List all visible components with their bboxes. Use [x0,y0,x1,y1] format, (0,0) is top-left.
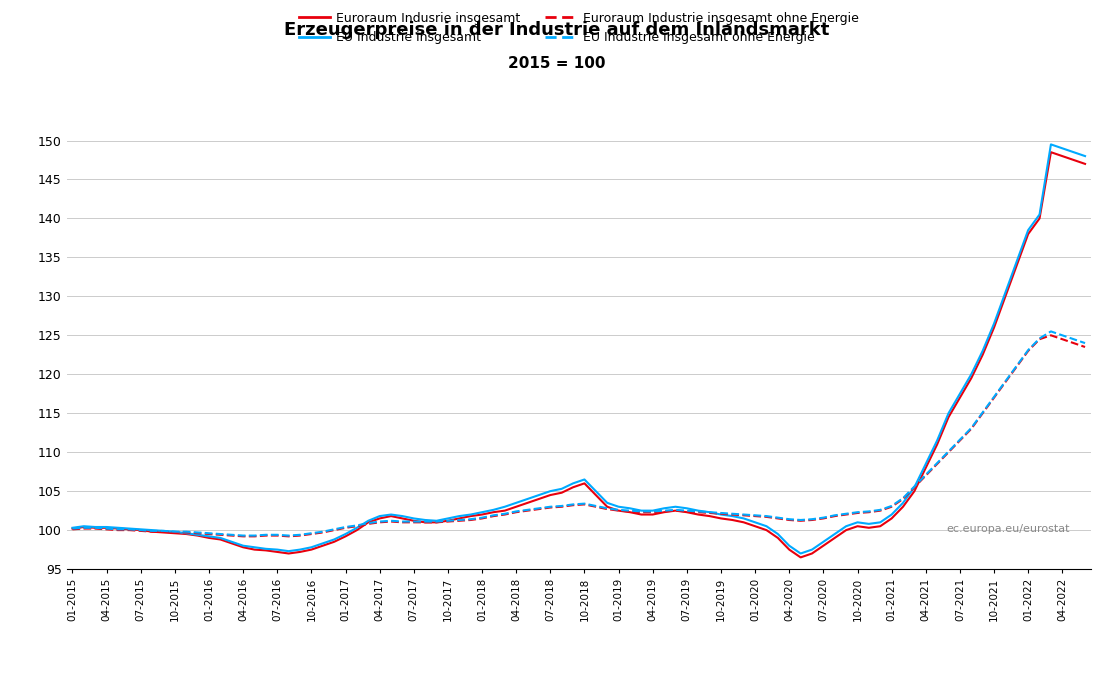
Text: ec.europa.eu/eurostat: ec.europa.eu/eurostat [947,523,1071,534]
Text: 2015 = 100: 2015 = 100 [508,56,605,71]
Text: Erzeugerpreise in der Industrie auf dem Inlandsmarkt: Erzeugerpreise in der Industrie auf dem … [284,21,829,39]
Legend: Euroraum Indusrie insgesamt, EU Industrie insgesamt, Euroraum Industrie insgesam: Euroraum Indusrie insgesamt, EU Industri… [294,7,864,49]
